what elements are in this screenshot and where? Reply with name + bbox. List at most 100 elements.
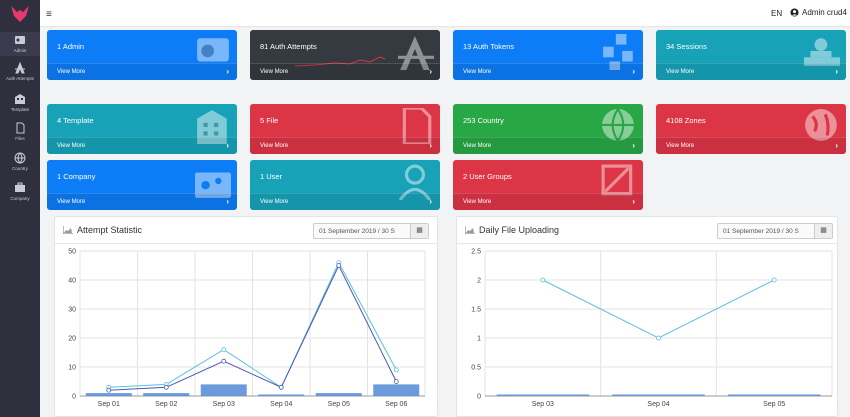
sidebar-item-company[interactable]: Company <box>0 182 40 206</box>
sidebar-item-label: Files <box>15 136 25 141</box>
y-tick-label: 50 <box>68 249 76 256</box>
card-user: 1 User View More › <box>250 160 440 210</box>
bar <box>85 393 132 396</box>
data-point <box>278 384 284 390</box>
card-title: 4108 Zones <box>666 116 706 125</box>
x-tick-label: Sep 05 <box>763 401 785 408</box>
bar <box>200 384 247 396</box>
card-title: 1 Admin <box>57 42 85 51</box>
card-auth-attempts: 81 Auth Attempts View More › <box>250 30 440 80</box>
chevron-right-icon: › <box>226 67 229 76</box>
attempt-statistic-chart: 0 10 20 30 40 50 Sep 01 Sep 02 Sep 03 Sep 04 Sep 0… <box>68 249 426 408</box>
sidebar-item-admin[interactable]: Admin <box>0 32 40 56</box>
card-view-more-link[interactable]: View More › <box>250 63 440 80</box>
data-point <box>336 263 342 268</box>
sidebar-item-files[interactable]: Files <box>0 122 40 146</box>
user-groups-icon <box>601 164 633 196</box>
chevron-right-icon: › <box>835 141 838 150</box>
date-range-value: 01 September 2019 / 30 S <box>723 228 799 235</box>
card-sessions: 34 Sessions View More › <box>656 30 846 80</box>
card-company: 1 Company View More › <box>47 160 237 210</box>
card-sparkline <box>295 56 386 67</box>
app-logo[interactable] <box>9 4 31 24</box>
card-zones: 4108 Zones View More › <box>656 104 846 154</box>
card-title: 253 Country <box>463 116 504 125</box>
date-range-value: 01 September 2019 / 30 S <box>319 228 395 235</box>
y-tick-label: 1.5 <box>471 307 481 314</box>
bar <box>727 394 821 396</box>
user-name: Admin crud4 <box>802 8 847 17</box>
card-view-more-link[interactable]: View More › <box>250 137 440 154</box>
sidebar-item-label: Country <box>12 166 28 171</box>
card-tokens: 13 Auth Tokens View More › <box>453 30 643 80</box>
tokens-icon <box>603 34 633 70</box>
y-tick-label: 20 <box>68 336 76 343</box>
data-point <box>221 358 227 364</box>
divider <box>457 243 837 244</box>
date-range-picker[interactable]: 01 September 2019 / 30 S ▦ <box>717 223 833 239</box>
chevron-right-icon: › <box>429 197 432 206</box>
daily-file-uploading-panel: Daily File Uploading 01 September 2019 /… <box>456 216 838 417</box>
y-tick-label: 0 <box>477 394 481 401</box>
y-tick-label: 2 <box>477 278 481 285</box>
x-tick-label: Sep 04 <box>647 401 669 408</box>
card-template: 4 Template View More › <box>47 104 237 154</box>
sidebar-item-template[interactable]: Template <box>0 93 40 117</box>
admin-icon <box>197 38 229 62</box>
card-view-more-link[interactable]: View More › <box>453 63 643 80</box>
x-tick-label: Sep 06 <box>385 401 407 408</box>
sidebar-item-label: Company <box>10 196 30 201</box>
card-view-more-link[interactable]: View More › <box>656 137 846 154</box>
view-more-label: View More <box>57 143 86 149</box>
series-line <box>108 261 397 389</box>
y-tick-label: 0.5 <box>471 365 481 372</box>
bar <box>612 394 705 396</box>
x-tick-label: Sep 05 <box>328 401 350 408</box>
y-tick-label: 0 <box>72 394 76 401</box>
data-point <box>771 277 777 283</box>
menu-toggle-button[interactable]: ≡ <box>46 9 52 20</box>
data-point <box>393 367 399 373</box>
auth-attempts-icon <box>398 36 434 70</box>
card-globe: 253 Country View More › <box>453 104 643 154</box>
calendar-icon[interactable]: ▦ <box>814 224 832 238</box>
chevron-right-icon: › <box>429 141 432 150</box>
card-view-more-link[interactable]: View More › <box>250 193 440 210</box>
x-tick-label: Sep 03 <box>532 401 554 408</box>
x-tick-label: Sep 02 <box>155 401 177 408</box>
globe-icon <box>14 152 26 164</box>
x-tick-label: Sep 03 <box>213 401 235 408</box>
y-tick-label: 40 <box>68 278 76 285</box>
date-range-picker[interactable]: 01 September 2019 / 30 S ▦ <box>313 223 429 239</box>
attempt-statistic-panel: Attempt Statistic 01 September 2019 / 30… <box>54 216 438 417</box>
sidebar-item-country[interactable]: Country <box>0 152 40 176</box>
panel-title: Attempt Statistic <box>77 225 143 235</box>
card-view-more-link[interactable]: View More › <box>47 63 237 80</box>
card-view-more-link[interactable]: View More › <box>656 63 846 80</box>
view-more-label: View More <box>463 69 492 75</box>
card-admin: 1 Admin View More › <box>47 30 237 80</box>
company-icon <box>15 182 25 192</box>
language-switcher[interactable]: EN <box>771 9 783 18</box>
card-view-more-link[interactable]: View More › <box>47 193 237 210</box>
card-view-more-link[interactable]: View More › <box>453 193 643 210</box>
user-menu[interactable]: Admin crud4 <box>790 8 847 17</box>
card-title: 1 Company <box>57 172 96 181</box>
view-more-label: View More <box>666 69 695 75</box>
sidebar: Admin Auth Attempts Template Files Count… <box>0 0 40 417</box>
card-view-more-link[interactable]: View More › <box>453 137 643 154</box>
data-point <box>221 347 227 352</box>
view-more-label: View More <box>260 199 289 205</box>
panel-title: Daily File Uploading <box>479 225 560 235</box>
view-more-label: View More <box>260 69 289 75</box>
view-more-label: View More <box>57 69 86 75</box>
data-point <box>106 387 112 393</box>
card-view-more-link[interactable]: View More › <box>47 137 237 154</box>
bar <box>315 393 362 396</box>
file-icon <box>402 108 432 144</box>
user-icon <box>398 164 432 200</box>
template-icon <box>15 94 25 104</box>
sidebar-item-auth-attempts[interactable]: Auth Attempts <box>0 62 40 86</box>
calendar-icon[interactable]: ▦ <box>410 224 428 238</box>
